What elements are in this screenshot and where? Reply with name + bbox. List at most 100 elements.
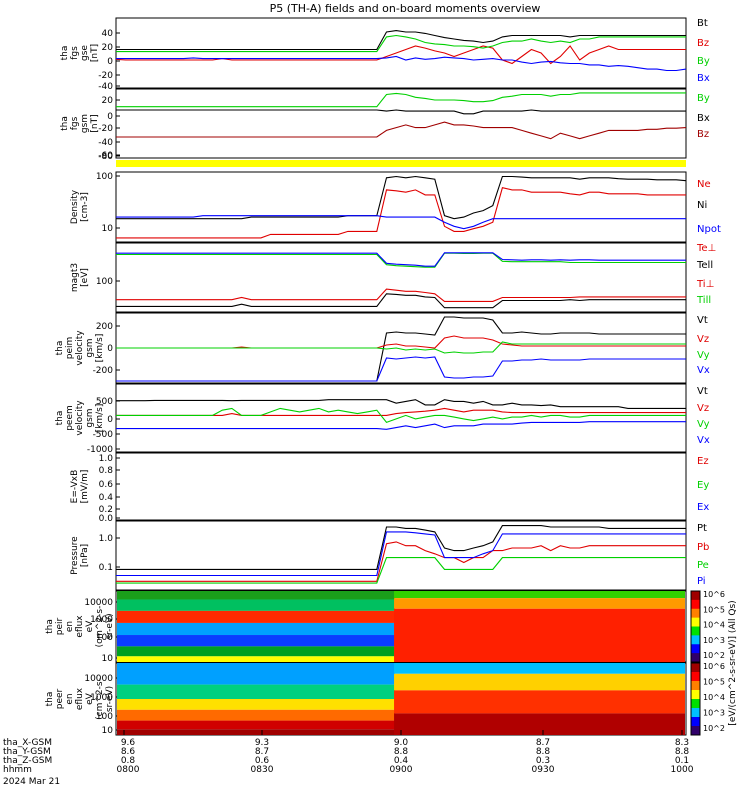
y-axis-label-line: en bbox=[65, 693, 75, 704]
colorbar-segment bbox=[691, 681, 700, 691]
colorbar-segment bbox=[691, 653, 700, 663]
series-line-Vy bbox=[116, 407, 686, 424]
y-tick-label: 200 bbox=[96, 322, 113, 332]
legend-entry: Pt bbox=[697, 523, 707, 534]
colorbar-segment bbox=[691, 591, 700, 601]
spectrogram-band-quiet bbox=[117, 610, 396, 623]
y-axis-label-line: (cm^2-s- bbox=[95, 678, 105, 720]
colorbar-segment bbox=[691, 690, 700, 700]
x-axis-value: 0.3 bbox=[536, 756, 550, 766]
spectrogram-band-active bbox=[394, 690, 685, 714]
series-line-Bx bbox=[116, 109, 686, 115]
x-axis-value: 9.0 bbox=[394, 738, 409, 748]
x-axis-row-label: tha_X-GSM bbox=[3, 738, 52, 748]
series-line-By bbox=[116, 34, 686, 53]
y-axis-label-line: gsm bbox=[80, 114, 90, 133]
y-tick-label: 1000 bbox=[90, 693, 113, 703]
panel-peim: tha peim velocity gsm [km/s] 200 0 -200 Vt Vz Vy Vx bbox=[55, 312, 710, 384]
y-tick-label: 10000 bbox=[84, 674, 113, 684]
panel-frame bbox=[115, 171, 687, 243]
y-tick-label: -20 bbox=[98, 124, 113, 134]
y-tick-label: 1.0 bbox=[99, 454, 114, 464]
y-tick-label: -1000 bbox=[87, 445, 113, 455]
colorbar-segment bbox=[691, 717, 700, 727]
series-line-Vy bbox=[116, 341, 686, 354]
colorbar-segment bbox=[691, 644, 700, 654]
colorbar-tick: 10^3 bbox=[703, 636, 725, 645]
x-axis-value: 0830 bbox=[251, 765, 274, 775]
panel-frame bbox=[115, 242, 687, 313]
y-axis-label-line: eV bbox=[85, 692, 95, 705]
legend-entry: Bx bbox=[697, 73, 710, 84]
y-tick-label: 100 bbox=[96, 277, 113, 287]
y-axis-label-line: [mV/m] bbox=[80, 470, 90, 504]
y-axis-label-line: tha bbox=[55, 341, 65, 356]
colorbar-tick: 10^4 bbox=[703, 621, 725, 630]
series-line-Bx bbox=[116, 55, 687, 72]
spectrogram-band-quiet bbox=[117, 699, 396, 710]
y-axis-label-line: sr-eV) bbox=[105, 613, 115, 639]
x-axis-value: 0.4 bbox=[394, 756, 409, 766]
spectrogram-band-quiet bbox=[117, 684, 396, 699]
colorbar-segment bbox=[691, 626, 700, 636]
spectrogram-band-active bbox=[394, 608, 685, 662]
series-line-Pb bbox=[116, 541, 686, 582]
y-axis-label-line: [nT] bbox=[90, 44, 100, 62]
y-axis-label-line: tha bbox=[60, 46, 70, 61]
series-line-Ni bbox=[116, 175, 687, 220]
colorbar-tick: 10^4 bbox=[703, 693, 725, 702]
panel-peir: tha peir en eflux eV (cm^2-s-sr-eV) 10000 1000 1… bbox=[45, 590, 687, 664]
series-line-Vx bbox=[116, 356, 686, 382]
figure-title: P5 (TH-A) fields and on-board moments ov… bbox=[270, 2, 541, 15]
panel-density: Density [cm-3] 100 10 Ne Ni Npot bbox=[70, 171, 721, 243]
y-tick-label: -20 bbox=[98, 71, 113, 81]
colorbar-segment bbox=[691, 599, 700, 610]
legend-entry: Vt bbox=[697, 386, 708, 397]
y-axis-label-line: velocity bbox=[75, 400, 85, 436]
y-axis-label-line: Density bbox=[70, 189, 80, 224]
panel-temp: magt3 [eV] 100 Te⊥ Tell Ti⊥ Till bbox=[70, 242, 716, 313]
colorbar-segment bbox=[691, 699, 700, 709]
legend-entry: Ti⊥ bbox=[696, 279, 714, 290]
y-tick-label: 100 bbox=[96, 633, 113, 643]
legend-entry: Vy bbox=[697, 419, 710, 430]
series-line-Ne bbox=[116, 187, 686, 239]
colorbar-tick: 10^6 bbox=[703, 590, 725, 599]
x-axis-value: 0900 bbox=[390, 765, 413, 775]
series-line-Vx bbox=[116, 421, 686, 430]
legend-entry: Te⊥ bbox=[696, 243, 716, 254]
legend-entry: Tell bbox=[696, 260, 713, 271]
colorbar-tick: 10^6 bbox=[703, 662, 725, 671]
y-tick-label: 40 bbox=[102, 29, 114, 39]
date-label: 2024 Mar 21 bbox=[3, 777, 60, 787]
series-line-Bz bbox=[116, 121, 687, 140]
colorbar-frame bbox=[690, 662, 701, 736]
colorbar-tick: 10^2 bbox=[703, 724, 725, 733]
series-line-Bz bbox=[115, 45, 686, 65]
y-axis-label-line: [eV] bbox=[80, 268, 90, 287]
y-tick-label: 0.8 bbox=[99, 466, 114, 476]
legend-entry: Bz bbox=[697, 38, 709, 49]
colorbar-frame bbox=[690, 590, 701, 663]
colorbar-segment bbox=[691, 726, 700, 736]
y-axis-label-line: (cm^2-s- bbox=[95, 606, 105, 648]
spectrogram-band-quiet bbox=[117, 622, 396, 636]
series-line-Pi bbox=[116, 531, 686, 577]
y-tick-label: 10 bbox=[102, 726, 114, 736]
spectrogram-band-quiet bbox=[117, 720, 396, 730]
x-axis-value: 8.7 bbox=[536, 738, 550, 748]
spectrogram-band-active bbox=[394, 663, 685, 674]
panel-frame bbox=[115, 452, 687, 521]
legend-entry: Till bbox=[696, 295, 711, 306]
legend-entry: Npot bbox=[697, 224, 721, 235]
x-axis-row-label: hhmm bbox=[3, 765, 32, 775]
series-line-Ti⊥ bbox=[116, 288, 686, 302]
series-line-Tell bbox=[116, 293, 686, 309]
y-axis-label-line: eflux bbox=[75, 687, 85, 710]
legend-entry: Bz bbox=[697, 129, 709, 140]
y-axis-label-line: peim bbox=[65, 337, 75, 360]
y-tick-label: 0.6 bbox=[99, 480, 114, 490]
y-tick-label: 10 bbox=[102, 224, 114, 234]
legend-entry: Ey bbox=[697, 480, 709, 491]
y-tick-label: 0.1 bbox=[99, 563, 113, 573]
